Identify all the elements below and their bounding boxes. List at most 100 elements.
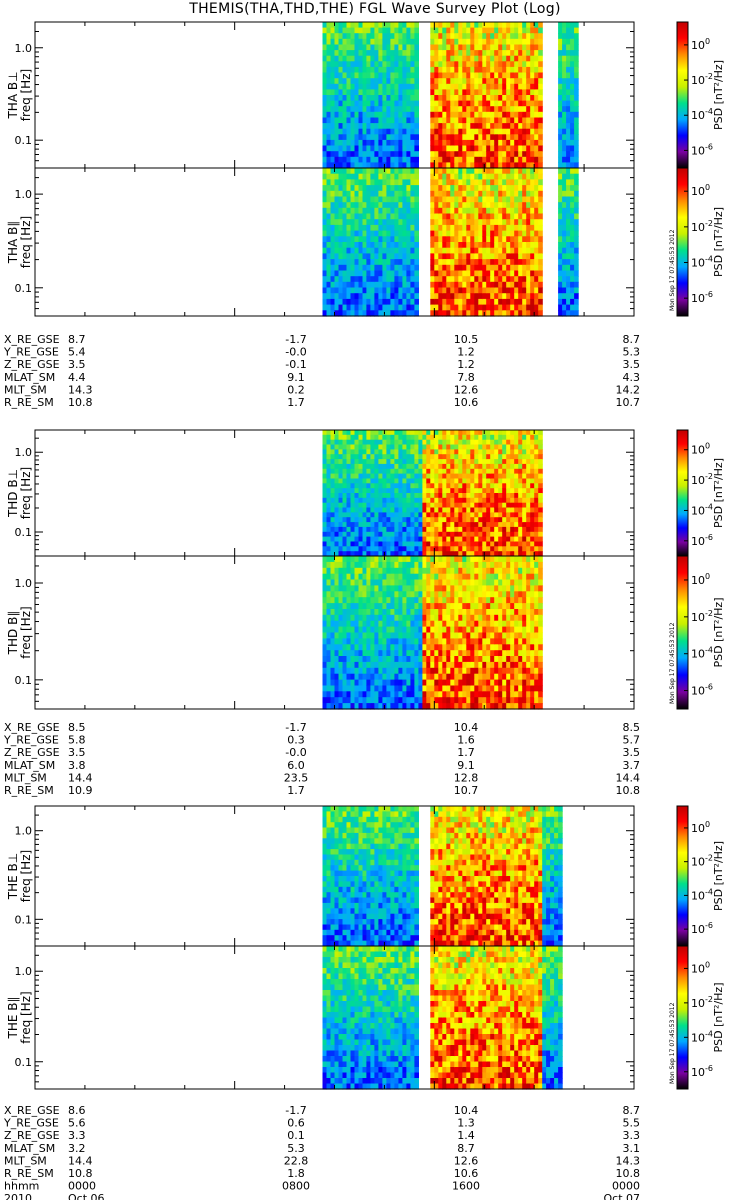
- spectrogram-cell: [378, 145, 383, 152]
- spectrogram-cell: [354, 95, 360, 102]
- spectrogram-cell: [466, 185, 471, 192]
- spectrogram-cell: [438, 439, 443, 446]
- spectrogram-cell: [342, 236, 348, 243]
- spectrogram-cell: [570, 202, 575, 209]
- spectrogram-cell: [574, 219, 579, 226]
- spectrogram-cell: [334, 609, 340, 616]
- spectrogram-cell: [430, 38, 435, 45]
- spectrogram-cell: [386, 72, 391, 79]
- spectrogram-cell: [410, 230, 415, 237]
- spectrogram-cell: [518, 439, 523, 446]
- spectrogram-cell: [350, 78, 356, 85]
- spectrogram-cell: [362, 434, 368, 441]
- spectrogram-cell: [506, 236, 511, 243]
- spectrogram-cell: [494, 536, 499, 542]
- spectrogram-cell: [366, 468, 371, 475]
- spectrogram-cell: [462, 536, 467, 542]
- spectrogram-cell: [494, 95, 499, 102]
- spectrogram-cell: [442, 546, 447, 552]
- spectrogram-cell: [494, 106, 499, 113]
- spectrogram-cell: [438, 128, 443, 135]
- spectrogram-cell: [326, 123, 332, 130]
- spectrogram-cell: [534, 454, 539, 460]
- spectrogram-cell: [574, 179, 579, 186]
- spectrogram-cell: [526, 304, 531, 311]
- spectrogram-cell: [406, 106, 411, 113]
- spectrogram-cell: [518, 541, 523, 547]
- spectrogram-cell: [346, 33, 352, 40]
- spectrogram-cell: [430, 213, 435, 220]
- spectrogram-cell: [342, 22, 348, 29]
- ephemeris-value: 10.8: [68, 396, 93, 409]
- spectrogram-cell: [374, 298, 379, 306]
- spectrogram-cell: [486, 230, 491, 237]
- spectrogram-cell: [362, 207, 368, 215]
- spectrogram-cell: [406, 66, 411, 74]
- spectrogram-cell: [406, 468, 411, 475]
- spectrogram-cell: [390, 281, 395, 289]
- spectrogram-cell: [530, 304, 535, 311]
- spectrogram-cell: [370, 463, 375, 470]
- spectrogram-cell: [430, 100, 435, 107]
- spectrogram-cell: [526, 449, 531, 455]
- spectrogram-cell: [474, 202, 479, 209]
- spectrogram-cell: [510, 179, 515, 186]
- spectrogram-cell: [494, 100, 499, 107]
- spectrogram-cell: [378, 100, 383, 107]
- spectrogram-cell: [342, 632, 348, 639]
- spectrogram-cell: [526, 134, 531, 141]
- spectrogram-cell: [430, 95, 435, 102]
- spectrogram-cell: [438, 117, 443, 124]
- spectrogram-cell: [474, 196, 479, 203]
- spectrogram-cell: [406, 247, 411, 254]
- spectrogram-cell: [414, 293, 419, 300]
- y-tick-label: 0.1: [15, 282, 33, 295]
- spectrogram-cell: [526, 247, 531, 254]
- spectrogram-cell: [370, 111, 375, 118]
- spectrogram-cell: [350, 207, 356, 215]
- spectrogram-cell: [518, 78, 523, 85]
- spectrogram-cell: [362, 614, 368, 622]
- spectrogram-cell: [366, 230, 371, 237]
- spectrogram-cell: [562, 253, 567, 260]
- spectrogram-cell: [398, 497, 403, 504]
- spectrogram-cell: [342, 259, 348, 266]
- spectrogram-cell: [502, 100, 507, 107]
- spectrogram-cell: [494, 162, 499, 169]
- spectrogram-cell: [362, 488, 368, 494]
- spectrogram-cell: [434, 454, 439, 460]
- spectrogram-cell: [370, 691, 375, 698]
- spectrogram-cell: [502, 33, 507, 40]
- spectrogram-cell: [478, 449, 483, 455]
- spectrogram-cell: [366, 213, 371, 220]
- spectrogram-cell: [390, 488, 395, 494]
- spectrogram-cell: [358, 463, 364, 470]
- spectrogram-cell: [566, 162, 571, 169]
- spectrogram-cell: [422, 430, 427, 436]
- spectrogram-cell: [518, 38, 523, 45]
- spectrogram-cell: [354, 459, 360, 465]
- spectrogram-cell: [362, 123, 368, 130]
- spectrogram-cell: [558, 151, 563, 158]
- spectrogram-cell: [498, 459, 503, 465]
- spectrogram-cell: [510, 434, 515, 441]
- spectrogram-cell: [538, 259, 543, 266]
- spectrogram-cell: [530, 512, 535, 518]
- spectrogram-cell: [402, 483, 407, 489]
- spectrogram-cell: [454, 162, 459, 169]
- spectrogram-cell: [534, 27, 539, 34]
- spectrogram-cell: [422, 507, 427, 513]
- spectrogram-cell: [522, 190, 527, 198]
- spectrogram-cell: [562, 128, 567, 135]
- spectrogram-cell: [562, 185, 567, 192]
- spectrogram-cell: [502, 468, 507, 475]
- spectrogram-cell: [362, 703, 368, 710]
- spectrogram-cell: [454, 493, 459, 499]
- spectrogram-cell: [366, 556, 371, 563]
- spectrogram-cell: [350, 270, 356, 277]
- spectrogram-cell: [522, 156, 527, 163]
- spectrogram-cell: [386, 304, 391, 311]
- colorbar-tick-label: 10-2: [691, 219, 713, 234]
- spectrogram-cell: [402, 66, 407, 74]
- spectrogram-cell: [434, 50, 439, 57]
